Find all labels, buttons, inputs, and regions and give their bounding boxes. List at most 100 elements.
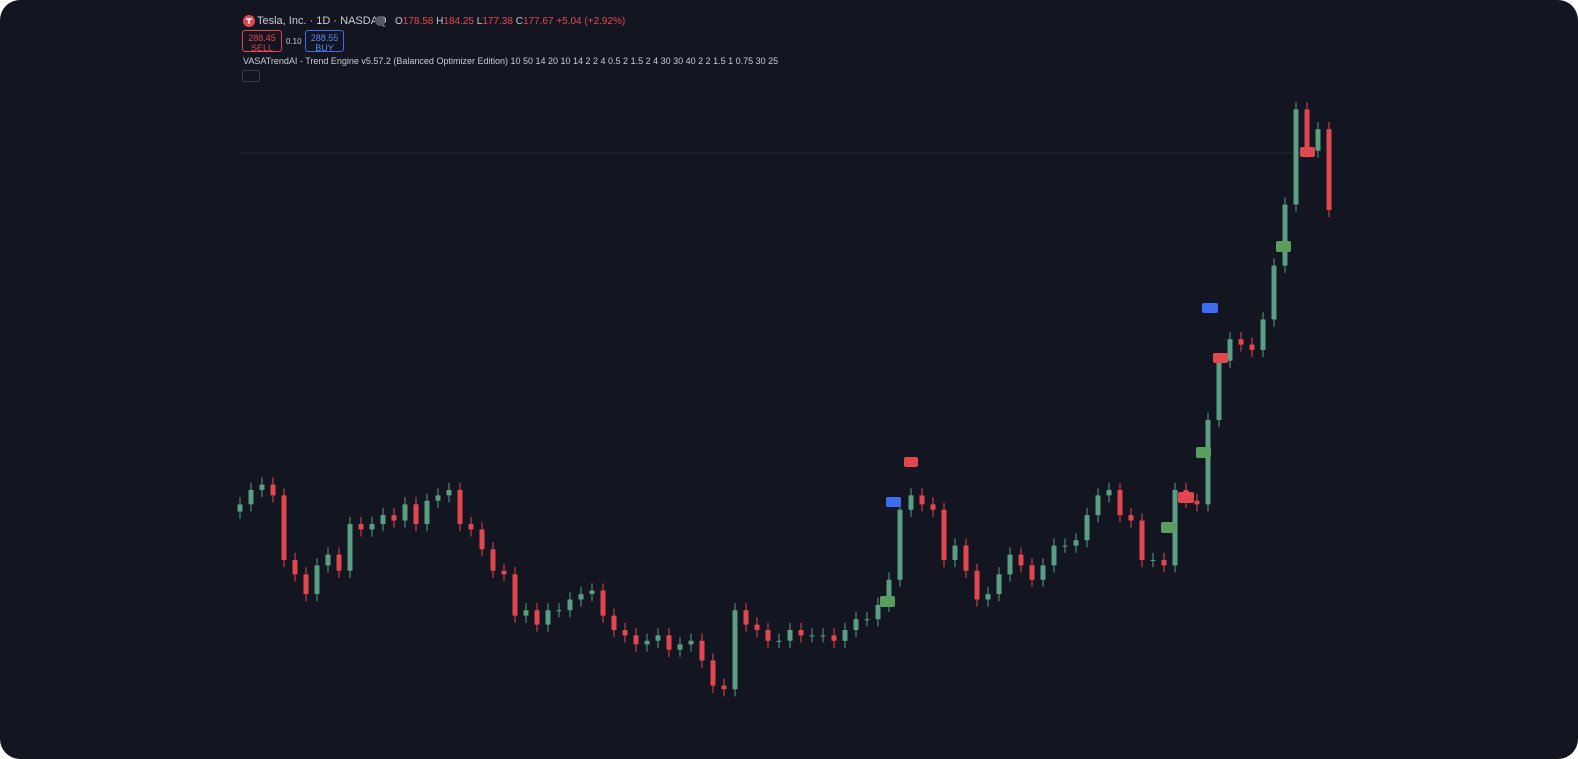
buy-button[interactable]: 288.55 BUY (305, 30, 344, 53)
buy-signal (1276, 241, 1291, 252)
candle-body (875, 604, 881, 620)
candle-body (402, 504, 408, 521)
candle-body (842, 629, 848, 641)
candle-body (655, 635, 661, 641)
candle-body (1150, 559, 1156, 561)
candle-body (985, 594, 991, 600)
sell-signal (1300, 147, 1315, 157)
candle-body (677, 644, 683, 650)
candle-body (1095, 495, 1101, 516)
candle-body (1304, 109, 1310, 151)
candle-body (424, 500, 430, 525)
candle-body (1051, 545, 1057, 566)
buy-signal (1161, 522, 1176, 533)
candle-body (974, 570, 980, 600)
candle-body (237, 504, 243, 512)
candle-body (732, 610, 738, 690)
toggle[interactable] (375, 16, 385, 26)
signals (880, 147, 1315, 607)
candle-body (1040, 565, 1046, 580)
candle-body (622, 629, 628, 636)
candle-body (710, 660, 716, 686)
candle-body (501, 570, 507, 575)
candle-body (413, 504, 419, 525)
candle-body (688, 640, 694, 645)
candle-body (1271, 265, 1277, 320)
change: +5.04 (+2.92%) (556, 16, 626, 27)
candle-body (908, 495, 914, 510)
candle-body (1238, 339, 1244, 345)
candle-body (644, 640, 650, 645)
value: 184.25 (443, 16, 474, 27)
candle-body (699, 640, 705, 661)
candle-body (391, 515, 397, 521)
candle-body (798, 629, 804, 636)
candle-body (479, 529, 485, 550)
value: 177.67 (522, 16, 554, 27)
candle-body (1117, 489, 1123, 516)
candle-body (358, 524, 364, 530)
candle-body (446, 489, 452, 496)
candle-body (1194, 500, 1200, 505)
symbol-logo (243, 15, 255, 27)
candle-body (347, 524, 353, 571)
candle-body (259, 484, 265, 490)
buy-signal (1196, 447, 1211, 458)
candle-body (1326, 129, 1332, 210)
candle-body (1205, 419, 1211, 505)
candle-body (1216, 360, 1222, 420)
indicator: VASATrendAI - Trend Engine v5.57.2 (Bala… (243, 56, 779, 66)
candle-body (1106, 489, 1112, 496)
candle-body (1293, 109, 1299, 205)
candle-body (567, 599, 573, 611)
candle-body (1029, 565, 1035, 580)
candle-body (534, 610, 540, 625)
ohlc: O178.58 H184.25 L177.38 C177.67 +5.04 (+… (395, 16, 625, 27)
buy-signal (880, 596, 895, 607)
value: 177.38 (482, 16, 513, 27)
candle-body (996, 574, 1002, 595)
candle-body (556, 610, 562, 612)
candle-body (831, 635, 837, 641)
candle-body (666, 635, 672, 650)
candle-body (941, 509, 947, 560)
candle-body (457, 489, 463, 525)
candle-body (1007, 554, 1013, 575)
candle-body (512, 574, 518, 616)
buy-label: BUY (315, 43, 334, 53)
spread: 0.10 (286, 37, 302, 46)
candle-body (853, 619, 859, 630)
candle-body (589, 590, 595, 595)
candle-body (743, 610, 749, 625)
collapse-button[interactable] (242, 70, 260, 82)
candle-body (1161, 559, 1167, 566)
candle-body (314, 565, 320, 595)
sell-signal (904, 457, 918, 467)
candle-body (864, 619, 870, 621)
candle-body (435, 495, 441, 501)
label: H (436, 16, 444, 27)
candle-body (1260, 319, 1266, 350)
candle-body (1073, 540, 1079, 546)
candle-body (886, 579, 892, 605)
candle-body (490, 549, 496, 571)
candle-body (380, 515, 386, 525)
candle-body (600, 590, 606, 616)
candle-body (721, 685, 727, 690)
candle-body (820, 635, 826, 637)
candle-body (281, 495, 287, 560)
label: O (395, 16, 403, 27)
candle-body (545, 610, 551, 625)
info-signal (1202, 303, 1218, 313)
candle-body (809, 635, 815, 637)
candle-body (930, 504, 936, 510)
candle-body (754, 624, 760, 630)
candle-body (578, 594, 584, 600)
label: L (476, 16, 483, 27)
buy-price: 288.55 (310, 33, 339, 43)
sell-button[interactable]: 288.45 SELL (242, 30, 282, 53)
sell-signal (1213, 353, 1228, 363)
candle-body (963, 545, 969, 571)
candle-body (633, 635, 639, 645)
